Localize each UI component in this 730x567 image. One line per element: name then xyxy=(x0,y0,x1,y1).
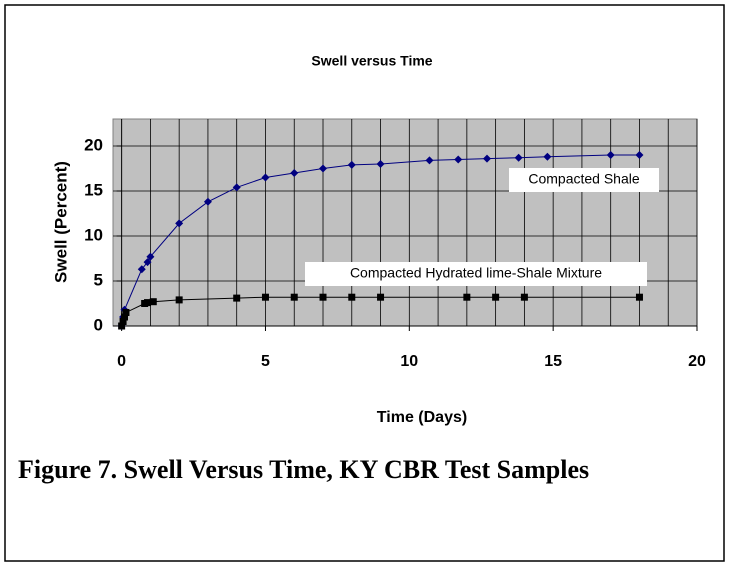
x-axis-label: Time (Days) xyxy=(377,409,467,426)
y-tick-label: 10 xyxy=(84,225,103,244)
caption: Figure 7. Swell Versus Time, KY CBR Test… xyxy=(18,455,590,484)
marker xyxy=(543,152,552,161)
marker xyxy=(203,197,212,206)
marker xyxy=(520,293,528,301)
plot-area xyxy=(112,118,698,327)
y-tick-label: 15 xyxy=(84,180,103,199)
y-tick-label: 20 xyxy=(84,135,103,154)
x-tick-label: 20 xyxy=(688,353,706,370)
x-tick-label: 5 xyxy=(261,353,270,370)
series-label-box xyxy=(509,168,659,192)
marker xyxy=(143,258,152,267)
marker xyxy=(146,252,155,261)
series-label: Compacted Hydrated lime-Shale Mixture xyxy=(350,265,602,281)
series-label-box xyxy=(305,262,647,286)
marker xyxy=(348,293,356,301)
marker xyxy=(635,151,644,159)
marker xyxy=(261,293,269,301)
marker xyxy=(376,160,385,168)
marker xyxy=(121,313,129,321)
marker xyxy=(261,173,270,182)
marker xyxy=(149,298,157,306)
x-tick-label: 10 xyxy=(400,353,418,370)
marker xyxy=(606,151,615,159)
chart-title: Swell versus Time xyxy=(311,53,432,69)
marker xyxy=(232,183,241,192)
marker xyxy=(118,322,126,330)
marker xyxy=(137,265,146,274)
y-axis-label: Swell (Percent) xyxy=(51,161,70,283)
y-tick-label: 0 xyxy=(94,315,103,334)
series-label: Compacted Shale xyxy=(528,171,640,187)
marker xyxy=(122,309,130,316)
marker xyxy=(347,160,356,169)
marker xyxy=(319,293,327,301)
marker xyxy=(482,154,491,163)
marker xyxy=(290,293,298,301)
marker xyxy=(290,169,299,177)
marker xyxy=(233,294,241,302)
marker xyxy=(377,293,385,301)
x-tick-label: 15 xyxy=(544,353,562,370)
marker xyxy=(175,219,184,228)
marker xyxy=(492,293,500,301)
marker xyxy=(514,153,523,162)
y-tick-label: 5 xyxy=(94,270,103,289)
marker xyxy=(144,299,152,307)
x-tick-label: 0 xyxy=(117,353,126,370)
marker xyxy=(175,296,183,304)
marker xyxy=(425,156,434,165)
marker xyxy=(119,318,127,325)
marker xyxy=(635,293,643,301)
marker xyxy=(454,155,463,164)
marker xyxy=(319,164,328,173)
marker xyxy=(463,293,471,301)
